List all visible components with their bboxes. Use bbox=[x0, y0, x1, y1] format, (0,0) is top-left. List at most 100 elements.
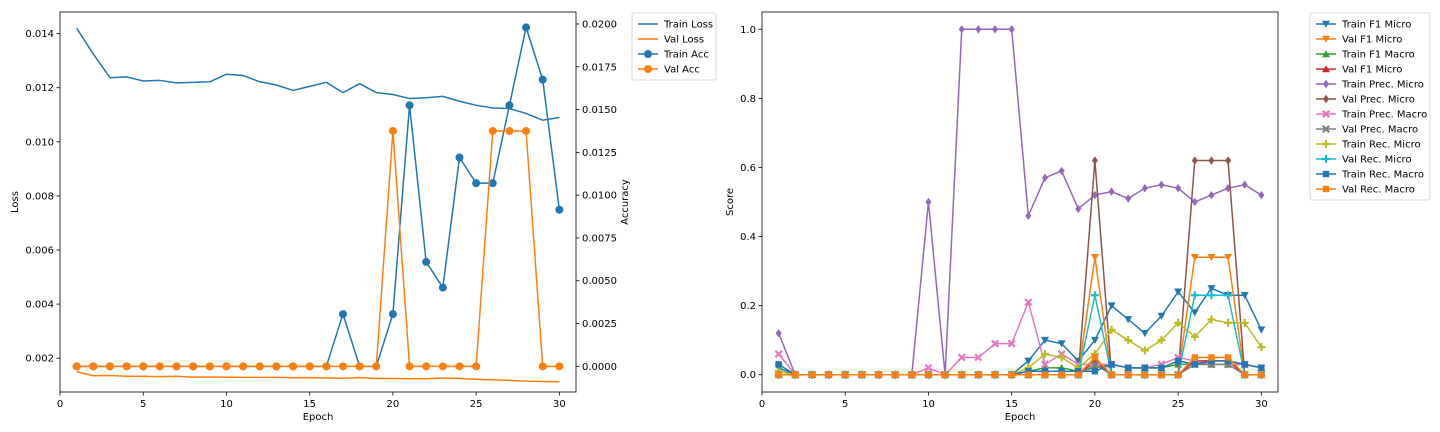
data-point-val-f1-micro-1-27 bbox=[1224, 253, 1233, 262]
legend-label-val-f1-micro-3: Val F1 Micro bbox=[1342, 65, 1402, 76]
data-point-val-rec-macro-11-7 bbox=[891, 371, 899, 378]
data-point-val-acc-3-8 bbox=[205, 362, 214, 371]
data-point-train-prec-micro-4-13 bbox=[992, 25, 999, 34]
data-point-val-acc-3-22 bbox=[438, 362, 447, 371]
data-point-train-prec-micro-4-26 bbox=[1208, 190, 1215, 200]
data-point-train-rec-micro-8-29 bbox=[1257, 343, 1266, 352]
data-point-train-acc-2-20 bbox=[405, 101, 414, 110]
legend-marker-val-rec-micro-9 bbox=[1322, 155, 1330, 163]
data-point-train-f1-micro-0-17 bbox=[1057, 340, 1066, 348]
data-point-train-f1-micro-0-22 bbox=[1140, 329, 1149, 338]
score-chart: 0 5 10 15 20 25 30 0.0 0.2 0.4 0.6 0.8 1.0 Epoch Score… bbox=[725, 11, 1431, 423]
data-point-train-prec-micro-4-25 bbox=[1191, 197, 1198, 207]
data-point-train-prec-micro-4-23 bbox=[1158, 180, 1165, 189]
data-point-train-rec-micro-8-23 bbox=[1157, 336, 1166, 345]
data-point-val-rec-micro-9-25 bbox=[1190, 291, 1199, 300]
x-tick-label: 20 bbox=[387, 399, 400, 410]
data-point-train-rec-micro-8-24 bbox=[1174, 318, 1183, 327]
legend-label-train-f1-micro-0: Train F1 Micro bbox=[1341, 20, 1411, 31]
data-point-train-f1-micro-0-23 bbox=[1157, 312, 1166, 320]
data-point-train-f1-micro-0-19 bbox=[1090, 336, 1099, 344]
data-point-val-rec-macro-11-17 bbox=[1058, 371, 1065, 378]
legend-marker-train-f1-macro-2 bbox=[1322, 50, 1330, 58]
y2-tick-label: 0.0200 bbox=[582, 19, 617, 30]
data-point-val-rec-macro-11-18 bbox=[1075, 371, 1082, 378]
data-point-train-prec-micro-4-12 bbox=[975, 25, 982, 34]
data-point-val-rec-macro-11-26 bbox=[1208, 354, 1215, 361]
y2-tick-label: 0.0150 bbox=[582, 105, 617, 116]
data-point-val-acc-3-2 bbox=[105, 362, 114, 371]
y2-tick-label: 0.0100 bbox=[582, 191, 617, 202]
y-tick-label: 1.0 bbox=[740, 25, 756, 36]
data-point-val-prec-micro-5-27 bbox=[1225, 156, 1232, 165]
y-tick-label: 0.004 bbox=[25, 300, 54, 311]
y2-tick-label: 0.0050 bbox=[582, 276, 617, 287]
data-point-train-rec-macro-10-17 bbox=[1058, 368, 1065, 375]
data-point-val-acc-3-12 bbox=[272, 362, 281, 371]
data-point-train-prec-macro-6-15 bbox=[1024, 298, 1033, 307]
data-point-train-rec-macro-10-0 bbox=[775, 361, 782, 368]
data-point-val-rec-macro-11-27 bbox=[1224, 354, 1232, 361]
data-point-val-rec-macro-11-14 bbox=[1008, 371, 1015, 378]
x-tick-label: 25 bbox=[470, 399, 483, 410]
data-point-train-prec-micro-4-9 bbox=[925, 197, 932, 207]
y-tick-label: 0.010 bbox=[25, 137, 54, 148]
series-line-val-f1-micro-1 bbox=[778, 256, 1262, 376]
y2-tick-label: 0.0175 bbox=[582, 62, 617, 73]
data-point-train-prec-micro-4-11 bbox=[958, 25, 965, 34]
x-tick-label: 10 bbox=[922, 399, 935, 410]
data-point-val-acc-3-26 bbox=[505, 126, 514, 135]
data-point-train-prec-macro-6-13 bbox=[991, 339, 1000, 348]
series-line-val-loss-1 bbox=[76, 370, 560, 383]
legend-label-train-rec-macro-10: Train Rec. Macro bbox=[1341, 170, 1424, 181]
x-tick-label: 15 bbox=[1005, 399, 1018, 410]
series-line-val-acc-3 bbox=[76, 130, 560, 368]
data-point-train-prec-macro-6-16 bbox=[1040, 360, 1049, 369]
data-point-train-acc-2-23 bbox=[455, 153, 464, 162]
data-point-val-acc-3-11 bbox=[255, 362, 264, 371]
data-point-train-acc-2-24 bbox=[472, 179, 481, 188]
data-point-val-acc-3-25 bbox=[488, 126, 497, 135]
data-point-train-acc-2-19 bbox=[388, 310, 397, 319]
y-tick-label: 0.014 bbox=[25, 29, 54, 40]
data-point-train-rec-macro-10-26 bbox=[1208, 357, 1215, 365]
data-point-val-rec-macro-11-23 bbox=[1158, 371, 1165, 378]
y-tick-label: 0.8 bbox=[740, 94, 756, 105]
data-point-val-acc-3-3 bbox=[122, 362, 131, 371]
y-tick-label: 0.4 bbox=[740, 232, 756, 243]
data-point-val-rec-macro-11-13 bbox=[991, 371, 999, 378]
data-point-val-f1-micro-1-19 bbox=[1090, 253, 1099, 262]
legend-box bbox=[631, 12, 717, 81]
data-point-train-rec-macro-10-28 bbox=[1241, 361, 1248, 368]
data-point-train-f1-micro-0-21 bbox=[1124, 316, 1133, 324]
y2-axis-label: Accuracy bbox=[620, 179, 631, 225]
data-point-train-prec-micro-4-29 bbox=[1258, 190, 1265, 200]
legend-marker-val-acc-3 bbox=[644, 65, 652, 73]
data-point-train-f1-micro-0-15 bbox=[1024, 357, 1033, 365]
y2-tick-label: 0.0000 bbox=[582, 362, 617, 373]
data-point-train-rec-macro-10-24 bbox=[1174, 357, 1182, 365]
data-point-train-prec-macro-6-11 bbox=[957, 353, 966, 362]
data-point-val-rec-macro-11-25 bbox=[1191, 354, 1198, 361]
data-point-train-rec-macro-10-27 bbox=[1224, 357, 1232, 365]
data-point-val-rec-macro-11-11 bbox=[958, 371, 965, 378]
x-axis-label: Epoch bbox=[303, 412, 334, 423]
data-point-val-prec-macro-7-19 bbox=[1090, 360, 1099, 369]
loss-accuracy-chart: 0 5 10 15 20 25 30 0.002 0.004 0.006 0.008 0.010 0.0… bbox=[10, 11, 717, 423]
data-point-val-acc-3-18 bbox=[372, 362, 381, 371]
data-point-val-acc-3-0 bbox=[72, 362, 81, 371]
data-point-train-prec-macro-6-12 bbox=[974, 353, 983, 362]
plot-frame bbox=[59, 11, 577, 393]
y-tick-label: 0.2 bbox=[740, 301, 756, 312]
x-tick-label: 30 bbox=[1255, 399, 1268, 410]
data-point-val-acc-3-28 bbox=[538, 362, 547, 371]
data-point-train-prec-micro-4-21 bbox=[1125, 194, 1132, 203]
data-point-train-rec-macro-10-23 bbox=[1158, 364, 1165, 372]
data-point-train-rec-micro-8-21 bbox=[1124, 336, 1133, 345]
data-point-train-rec-macro-10-15 bbox=[1025, 368, 1032, 375]
data-point-val-rec-macro-11-4 bbox=[842, 371, 849, 378]
data-point-val-acc-3-14 bbox=[305, 362, 314, 371]
data-point-val-rec-macro-11-28 bbox=[1241, 371, 1248, 378]
data-point-val-acc-3-19 bbox=[388, 126, 397, 135]
data-point-val-rec-macro-11-12 bbox=[975, 371, 982, 378]
